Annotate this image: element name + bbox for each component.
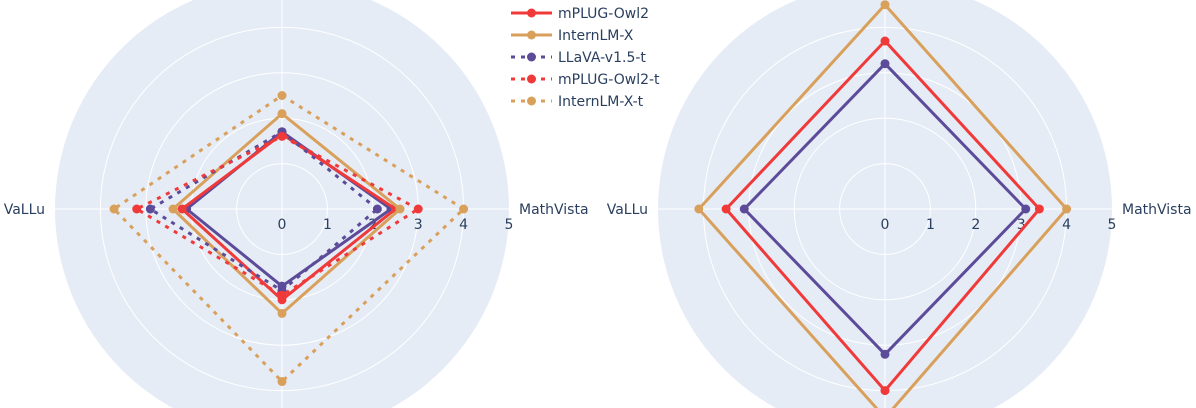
- legend-item: mPLUG-Owl2-t: [511, 72, 660, 88]
- data-point-internlm: [169, 205, 178, 214]
- radial-tick-label: 4: [1062, 217, 1071, 233]
- data-point-llava: [740, 205, 749, 214]
- data-point-mplug_t: [132, 205, 141, 214]
- legend-swatch-marker: [527, 9, 536, 18]
- radial-tick-label: 0: [881, 217, 890, 233]
- radial-tick-label: 0: [278, 217, 287, 233]
- radial-tick-label: 1: [926, 217, 935, 233]
- data-point-mplug_t: [278, 132, 287, 141]
- axis-label-mathvista: MathVista: [1122, 202, 1192, 218]
- data-point-internlm: [694, 205, 703, 214]
- legend-swatch-marker: [527, 53, 536, 62]
- data-point-internlm_t: [459, 205, 468, 214]
- data-point-mplug: [881, 37, 890, 46]
- radial-tick-label: 5: [1108, 217, 1117, 233]
- legend-label: InternLM-X: [558, 28, 634, 44]
- axis-label-mathvista: MathVista: [519, 202, 589, 218]
- radial-tick-label: 5: [505, 217, 514, 233]
- data-point-internlm: [881, 0, 890, 9]
- legend-item: InternLM-X-t: [511, 94, 644, 110]
- data-point-mplug_t: [278, 291, 287, 300]
- axis-label-vallu: VaLLu: [4, 202, 45, 218]
- radial-tick-label: 2: [971, 217, 980, 233]
- axis-label-vallu: VaLLu: [607, 202, 648, 218]
- data-point-llava_t: [146, 205, 155, 214]
- data-point-llava_t: [373, 205, 382, 214]
- data-point-mplug: [1035, 205, 1044, 214]
- legend: mPLUG-Owl2 InternLM-X LLaVA-v1.5-t mPLUG-Ow…: [511, 6, 660, 110]
- data-point-internlm_t: [278, 377, 287, 386]
- data-point-mplug: [722, 205, 731, 214]
- data-point-internlm: [1062, 205, 1071, 214]
- legend-label: InternLM-X-t: [558, 94, 644, 110]
- legend-item: mPLUG-Owl2: [511, 6, 649, 22]
- data-point-mplug: [178, 205, 187, 214]
- legend-label: mPLUG-Owl2-t: [558, 72, 660, 88]
- legend-item: LLaVA-v1.5-t: [511, 50, 646, 66]
- data-point-internlm: [396, 205, 405, 214]
- data-point-mplug: [881, 386, 890, 395]
- data-point-internlm: [278, 309, 287, 318]
- legend-label: LLaVA-v1.5-t: [558, 50, 646, 66]
- radial-tick-label: 1: [323, 217, 332, 233]
- data-point-mplug_t: [414, 205, 423, 214]
- data-point-llava: [881, 59, 890, 68]
- data-point-internlm_t: [110, 205, 119, 214]
- legend-item: InternLM-X: [511, 28, 634, 44]
- data-point-llava: [881, 350, 890, 359]
- data-point-internlm_t: [278, 91, 287, 100]
- legend-swatch-marker: [527, 31, 536, 40]
- radial-tick-label: 3: [414, 217, 423, 233]
- legend-swatch-marker: [527, 97, 536, 106]
- legend-swatch-marker: [527, 75, 536, 84]
- data-point-llava: [1021, 205, 1030, 214]
- data-point-internlm: [278, 109, 287, 118]
- radial-tick-label: 4: [459, 217, 468, 233]
- legend-label: mPLUG-Owl2: [558, 6, 649, 22]
